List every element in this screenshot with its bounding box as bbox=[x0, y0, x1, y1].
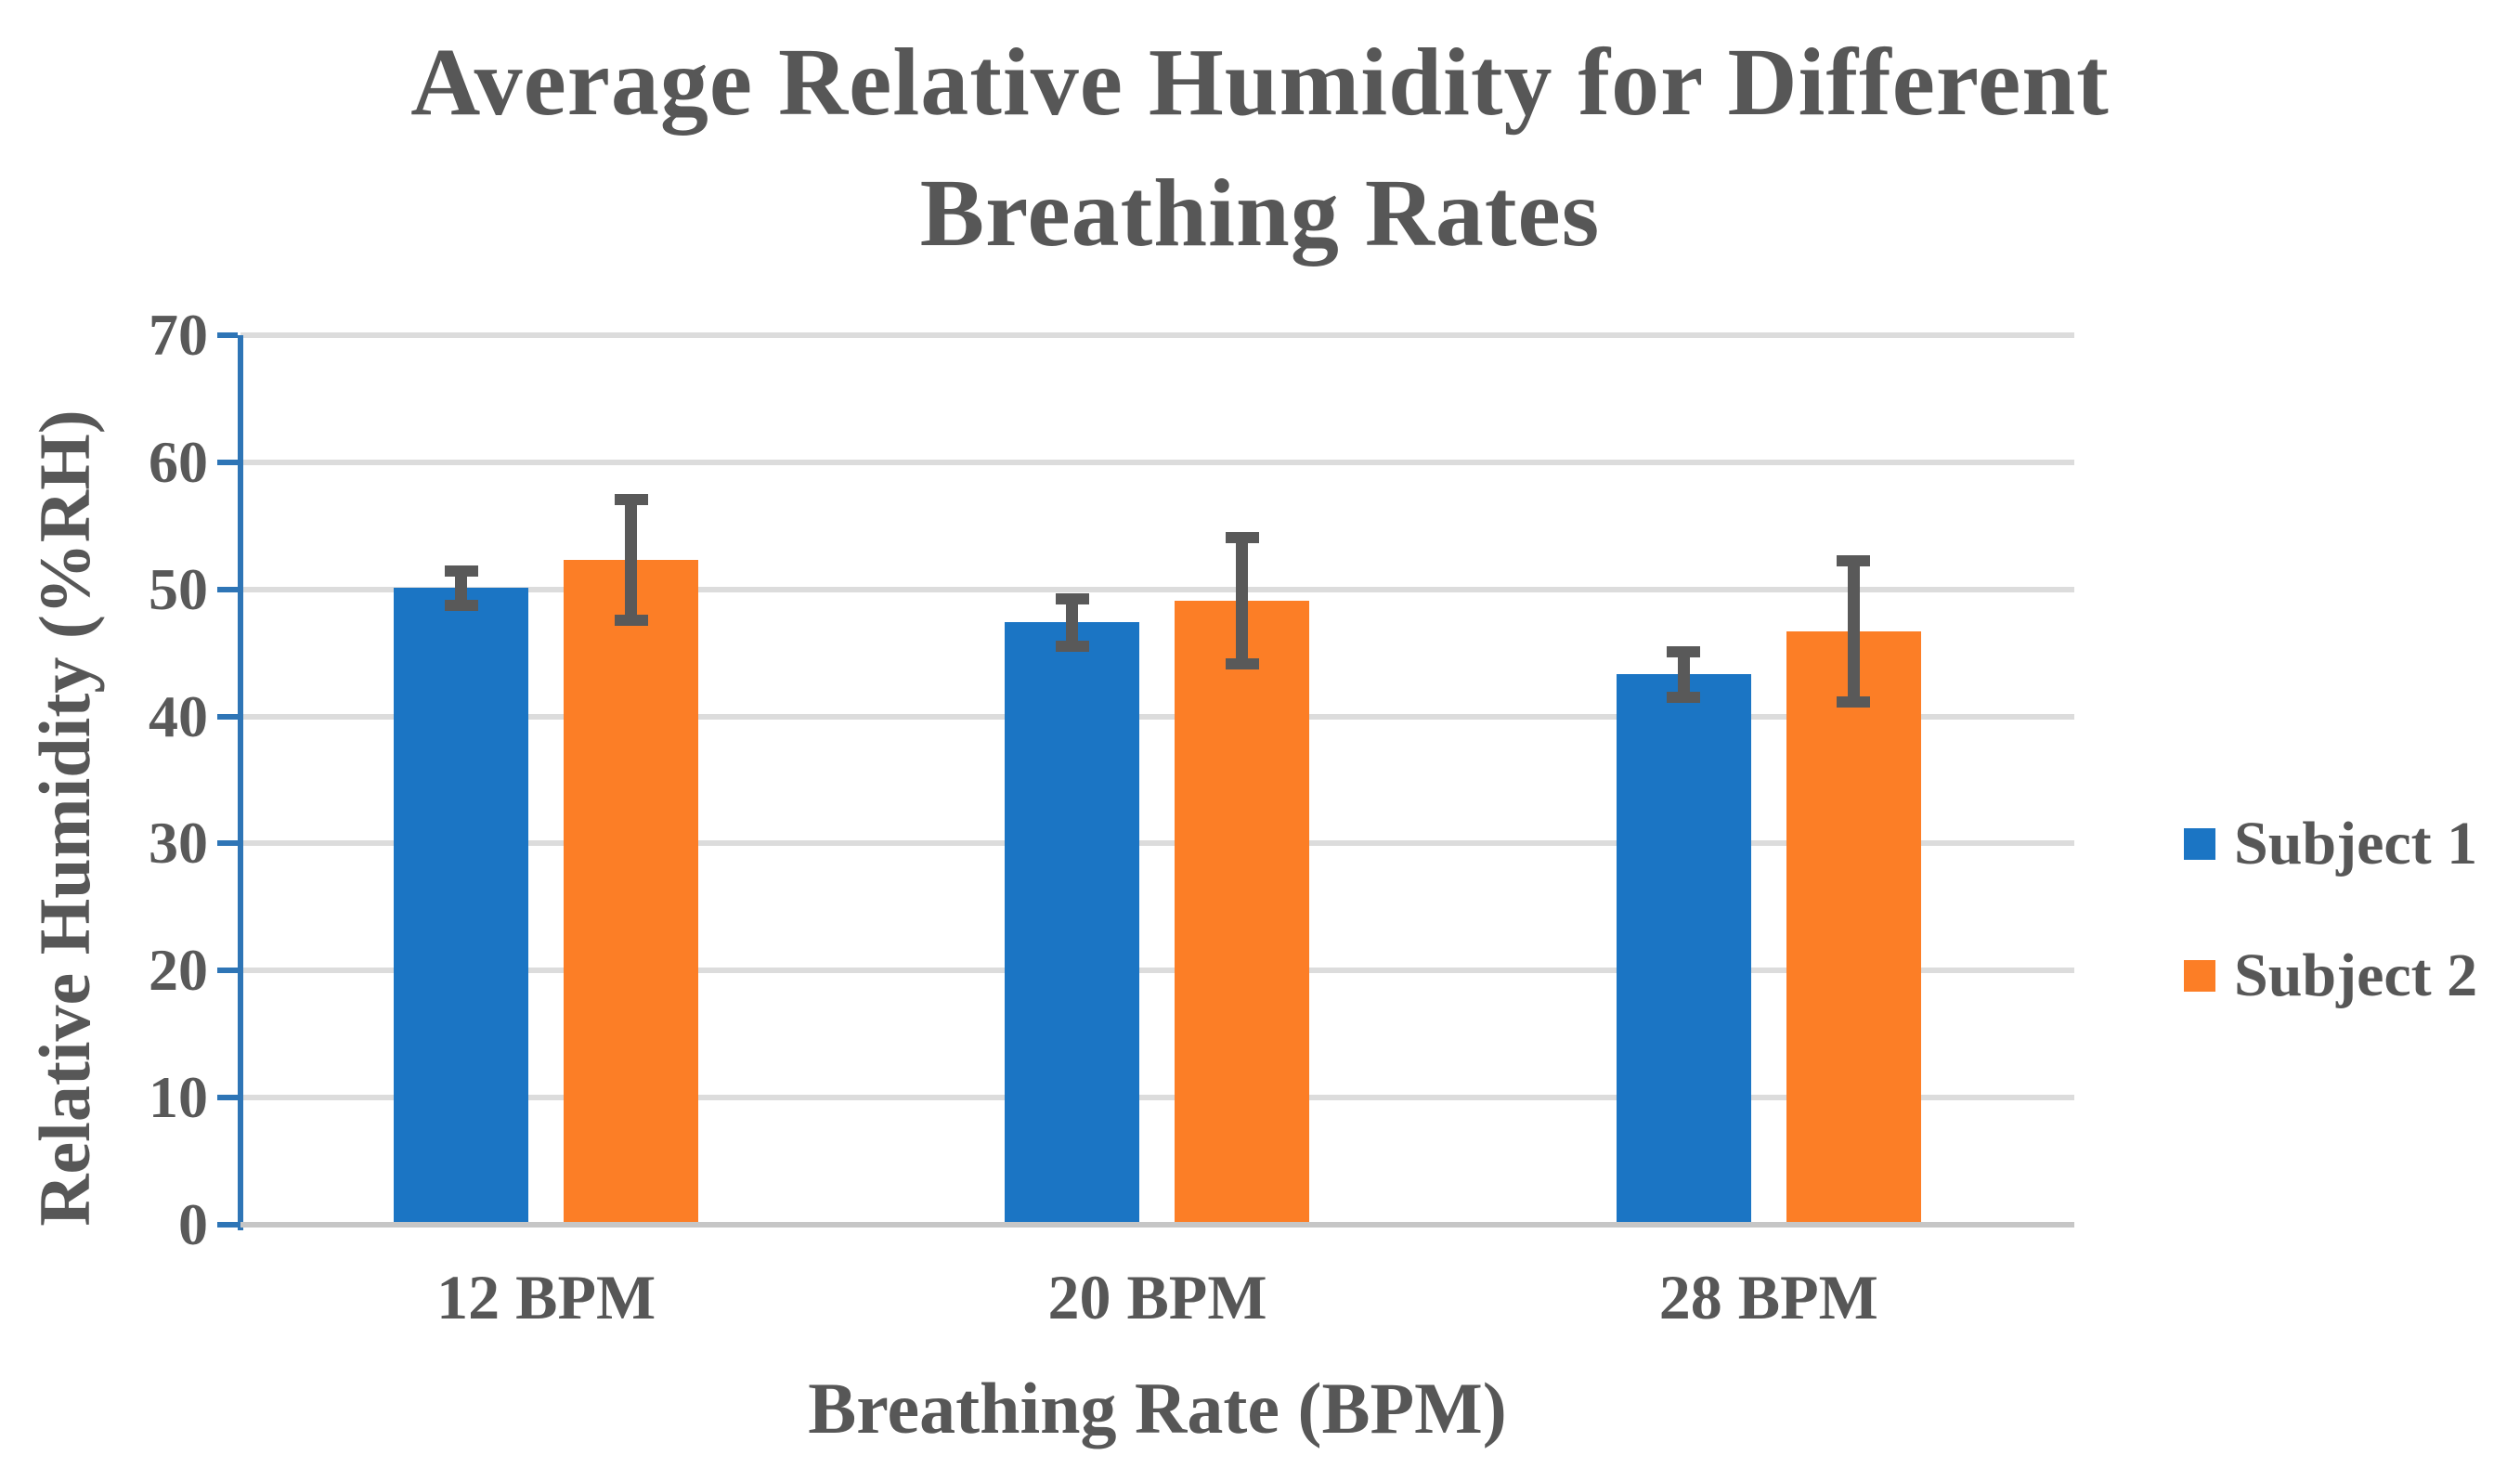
gridline-40 bbox=[240, 713, 2074, 720]
subject-2-swatch-icon bbox=[2184, 960, 2215, 992]
legend-entry-subject-2: Subject 2 bbox=[2184, 945, 2477, 1007]
y-tick-label-30: 30 bbox=[149, 810, 208, 877]
gridline-20 bbox=[240, 968, 2074, 974]
error-bar-subject-2-12-bpm bbox=[614, 494, 648, 627]
x-axis-line bbox=[240, 1222, 2074, 1228]
error-bar-cap bbox=[1667, 691, 1701, 703]
chart-title-line-2: Breathing Rates bbox=[919, 160, 1601, 267]
error-bar-subject-1-28-bpm bbox=[1667, 646, 1701, 703]
legend: Subject 1 Subject 2 bbox=[2184, 813, 2477, 1077]
error-bar-cap bbox=[1225, 532, 1259, 544]
error-bar-cap bbox=[444, 565, 478, 577]
bar-subject-2-28-bpm bbox=[1786, 630, 1921, 1225]
error-bar-cap bbox=[1837, 695, 1871, 708]
y-tick-30 bbox=[217, 840, 238, 847]
chart-title: Average Relative Humidity for Different … bbox=[0, 17, 2520, 279]
y-tick-label-70: 70 bbox=[149, 302, 208, 368]
bar-subject-2-12-bpm bbox=[564, 560, 699, 1225]
error-bar-cap bbox=[1667, 646, 1701, 658]
chart-title-line-1: Average Relative Humidity for Different bbox=[410, 29, 2110, 136]
legend-label-subject-1: Subject 1 bbox=[2234, 810, 2478, 877]
legend-label-subject-2: Subject 2 bbox=[2234, 942, 2478, 1009]
x-category-label-20-bpm: 20 BPM bbox=[1047, 1262, 1267, 1332]
bar-group-20-bpm bbox=[851, 335, 1462, 1225]
y-tick-label-10: 10 bbox=[149, 1064, 208, 1131]
error-bar-cap bbox=[614, 615, 648, 627]
plot-area bbox=[217, 332, 2074, 1230]
y-axis-line bbox=[238, 335, 243, 1230]
x-category-label-12-bpm: 12 BPM bbox=[436, 1262, 656, 1332]
y-tick-40 bbox=[217, 713, 238, 720]
gridline-70 bbox=[240, 332, 2074, 338]
bar-group-12-bpm bbox=[240, 335, 851, 1225]
error-bar-stem bbox=[1847, 554, 1860, 708]
y-tick-label-20: 20 bbox=[149, 937, 208, 1004]
x-category-label-28-bpm: 28 BPM bbox=[1658, 1262, 1878, 1332]
gridline-50 bbox=[240, 586, 2074, 592]
error-bar-subject-1-12-bpm bbox=[444, 565, 478, 611]
gridline-30 bbox=[240, 840, 2074, 847]
error-bar-cap bbox=[1225, 657, 1259, 669]
bar-subject-1-20-bpm bbox=[1005, 622, 1140, 1225]
gridline-10 bbox=[240, 1095, 2074, 1101]
y-tick-label-40: 40 bbox=[149, 682, 208, 749]
error-bar-stem bbox=[1677, 646, 1690, 703]
error-bar-cap bbox=[1055, 592, 1089, 604]
error-bar-subject-1-20-bpm bbox=[1055, 592, 1089, 652]
error-bar-stem bbox=[455, 565, 468, 611]
subject-1-swatch-icon bbox=[2184, 828, 2215, 860]
bar-subject-1-12-bpm bbox=[394, 588, 529, 1225]
error-bar-stem bbox=[1236, 532, 1249, 669]
y-tick-label-60: 60 bbox=[149, 428, 208, 495]
y-tick-0 bbox=[217, 1222, 238, 1228]
error-bar-subject-2-28-bpm bbox=[1837, 554, 1871, 708]
gridline-60 bbox=[240, 459, 2074, 465]
error-bar-stem bbox=[1066, 592, 1079, 652]
y-tick-10 bbox=[217, 1095, 238, 1101]
error-bar-subject-2-20-bpm bbox=[1225, 532, 1259, 669]
bar-subject-2-20-bpm bbox=[1175, 601, 1310, 1225]
error-bar-cap bbox=[444, 599, 478, 611]
x-axis-title: Breathing Rate (BPM) bbox=[808, 1368, 1507, 1449]
error-bar-cap bbox=[1837, 554, 1871, 566]
y-tick-50 bbox=[217, 586, 238, 592]
error-bar-cap bbox=[1055, 640, 1089, 652]
bar-subject-1-28-bpm bbox=[1616, 674, 1751, 1225]
bar-group-28-bpm bbox=[1463, 335, 2074, 1225]
error-bar-stem bbox=[625, 494, 638, 627]
y-tick-60 bbox=[217, 459, 238, 465]
error-bar-cap bbox=[614, 494, 648, 506]
y-tick-label-50: 50 bbox=[149, 555, 208, 622]
y-tick-70 bbox=[217, 332, 238, 338]
y-tick-label-0: 0 bbox=[178, 1191, 208, 1257]
y-tick-20 bbox=[217, 968, 238, 974]
legend-entry-subject-1: Subject 1 bbox=[2184, 813, 2477, 875]
